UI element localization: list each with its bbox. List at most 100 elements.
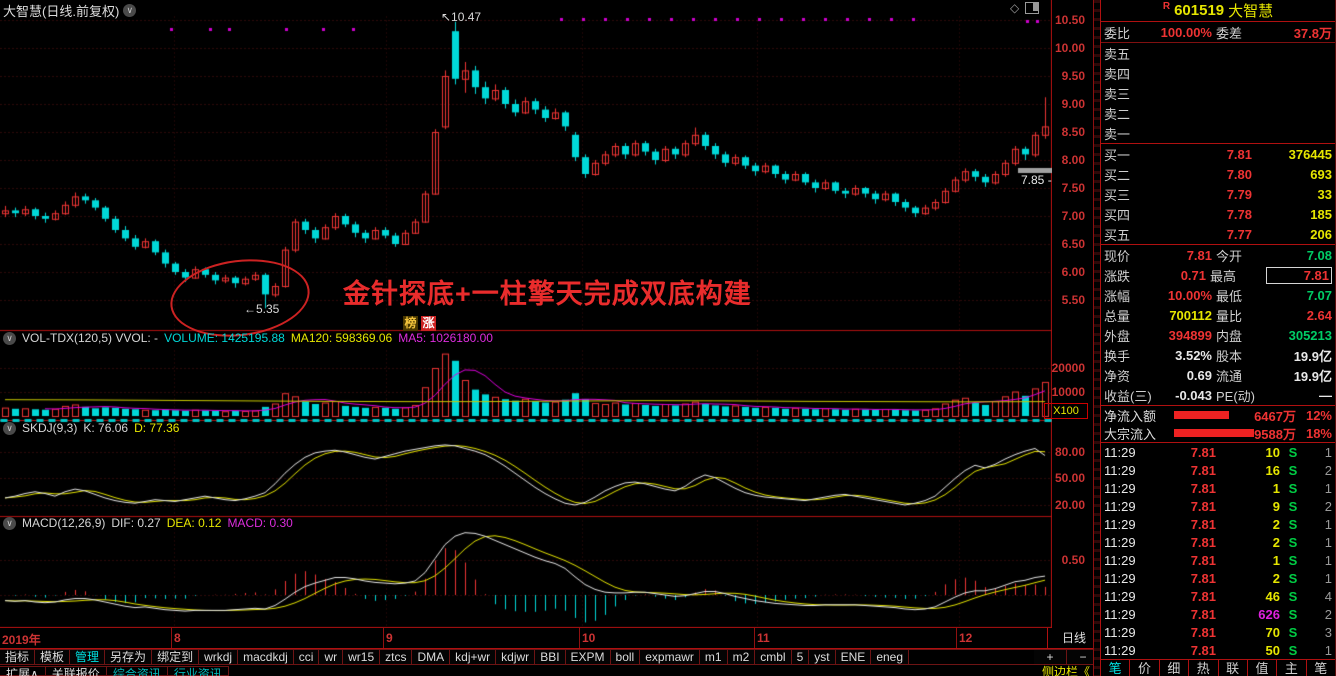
stat-label: 涨幅 (1104, 288, 1131, 304)
stat-value: 10.00% (1167, 287, 1212, 303)
tick-row[interactable]: 11:29 7.81 46 S 4 (1101, 587, 1335, 605)
quote-tab[interactable]: 热 (1189, 660, 1219, 676)
tick-count: 1 (1324, 516, 1332, 532)
tick-row[interactable]: 11:29 7.81 626 S 2 (1101, 605, 1335, 623)
indicator-button[interactable]: eneg (871, 649, 910, 665)
tick-row[interactable]: 11:29 7.81 1 S 1 (1101, 551, 1335, 569)
quote-tab[interactable]: 笔 (1101, 660, 1131, 676)
indicator-button[interactable]: cmbl (755, 649, 792, 665)
zoom-in-button[interactable]: + (1034, 649, 1067, 665)
buy-price: 7.78 (1226, 206, 1252, 222)
tick-row[interactable]: 11:29 7.81 16 S 2 (1101, 461, 1335, 479)
sell-row[interactable]: 卖三 (1101, 83, 1335, 103)
indicator-button[interactable]: ENE (835, 649, 872, 665)
price-chart-canvas[interactable] (0, 0, 1052, 628)
indicator-button[interactable]: 5 (791, 649, 810, 665)
buy-row[interactable]: 买二 7.80 693 (1101, 164, 1335, 184)
skdj-d-value: D: 77.36 (134, 421, 180, 435)
indicator-button[interactable]: boll (610, 649, 641, 665)
stat-value: 305213 (1288, 327, 1332, 343)
news-tag[interactable]: 涨 (421, 316, 436, 331)
price-axis: 10.50 10.00 9.50 9.00 8.50 8.00 7.50 7.00 6.50 6.… (1052, 0, 1093, 628)
finance-tag[interactable]: 财 (728, 316, 741, 330)
tick-row[interactable]: 11:29 7.81 70 S 3 (1101, 623, 1335, 641)
weibi-row: 委比 100.00% 委差 37.8万 (1101, 22, 1335, 43)
chevron-down-icon[interactable]: ∨ (3, 331, 16, 345)
tick-row[interactable]: 11:29 7.81 2 S 1 (1101, 569, 1335, 587)
quote-tab[interactable]: 主 (1277, 660, 1307, 676)
indicator-button[interactable]: wrkdj (199, 649, 239, 665)
tick-row[interactable]: 11:29 7.81 9 S 2 (1101, 497, 1335, 515)
indicator-button[interactable]: 另存为 (105, 649, 153, 665)
stat-row: 涨跌 0.71 最高 7.81 (1101, 265, 1335, 285)
secondary-tab[interactable]: 扩展∧ (0, 666, 46, 676)
tick-row[interactable]: 11:29 7.81 10 S 1 (1101, 443, 1335, 461)
indicator-button[interactable]: m1 (699, 649, 728, 665)
indicator-button[interactable]: 绑定到 (152, 649, 200, 665)
secondary-tab[interactable]: 关联报价 (45, 666, 107, 676)
indicator-button[interactable]: kdjwr (496, 649, 536, 665)
sell-level-label: 卖一 (1104, 126, 1131, 142)
chevron-down-icon[interactable]: ∨ (3, 516, 16, 530)
tick-volume: 1 (1272, 552, 1280, 568)
indicator-button[interactable]: BBI (535, 649, 566, 665)
buy-volume: 206 (1310, 226, 1332, 242)
secondary-tab[interactable]: 行业资讯 (167, 666, 229, 676)
buy-row[interactable]: 买三 7.79 33 (1101, 184, 1335, 204)
axis-tick (383, 628, 384, 648)
quote-tab[interactable]: 细 (1160, 660, 1190, 676)
quote-tab[interactable]: 值 (1248, 660, 1278, 676)
stat-label: 今开 (1216, 248, 1243, 264)
chevron-down-icon[interactable]: ∨ (3, 421, 16, 435)
window-icon[interactable] (1025, 2, 1040, 14)
buy-row[interactable]: 买一 7.81 376445 (1101, 144, 1335, 164)
volume-axis-label: 10000 (1051, 385, 1085, 399)
tick-row[interactable]: 11:29 7.81 2 S 1 (1101, 515, 1335, 533)
buy-row[interactable]: 买四 7.78 185 (1101, 204, 1335, 224)
sidebar-toggle[interactable]: 侧边栏《 (1042, 665, 1091, 676)
indicator-button[interactable]: wr (319, 649, 344, 665)
stat-value: 394899 (1168, 327, 1212, 343)
period-selector[interactable]: 日线 (1047, 628, 1100, 648)
quote-tab[interactable]: 价 (1130, 660, 1160, 676)
macd-axis-label: 0.50 (1061, 553, 1085, 567)
indicator-button[interactable]: DMA (412, 649, 451, 665)
stat-row: 总量 700112 量比 2.64 (1101, 305, 1335, 325)
buy-price: 7.81 (1226, 146, 1252, 162)
stats-block: 现价 7.81 今开 7.08 涨跌 0.71 最高 7.81 涨幅 10.00… (1101, 245, 1335, 405)
indicator-button[interactable]: ztcs (380, 649, 413, 665)
indicator-button[interactable]: wr15 (343, 649, 381, 665)
news-tag[interactable]: 榜 (403, 316, 418, 331)
sell-row[interactable]: 卖四 (1101, 63, 1335, 83)
buy-row[interactable]: 买五 7.77 206 (1101, 224, 1335, 244)
stat-label: 量比 (1216, 308, 1243, 324)
indicator-button[interactable]: m2 (727, 649, 756, 665)
chevron-down-icon[interactable]: ∨ (123, 4, 137, 17)
indicator-button[interactable]: 指标 (0, 649, 36, 665)
indicator-button[interactable]: macdkdj (238, 649, 294, 665)
sell-row[interactable]: 卖五 (1101, 43, 1335, 63)
volume-indicator-name: VOL-TDX(120,5) VVOL: - (22, 331, 159, 345)
diamond-icon[interactable]: ◇ (1010, 1, 1020, 15)
indicator-button[interactable]: 管理 (70, 649, 106, 665)
secondary-tab[interactable]: 综合资讯 (106, 666, 168, 676)
stat-value: 7.81 (1266, 266, 1332, 284)
tick-row[interactable]: 11:29 7.81 50 S 1 (1101, 641, 1335, 659)
stat-value: 0.71 (1180, 267, 1206, 283)
indicator-button[interactable]: cci (293, 649, 320, 665)
panel-divider-strip[interactable] (1093, 0, 1101, 676)
weibi-label: 委比 (1104, 25, 1131, 41)
tick-row[interactable]: 11:29 7.81 2 S 1 (1101, 533, 1335, 551)
tick-row[interactable]: 11:29 7.81 1 S 1 (1101, 479, 1335, 497)
indicator-button[interactable]: expmawr (640, 649, 700, 665)
indicator-button[interactable]: kdj+wr (450, 649, 497, 665)
indicator-button[interactable]: yst (809, 649, 836, 665)
date-axis-label: 2019年 (2, 633, 41, 647)
tick-side: S (1288, 444, 1298, 460)
indicator-button[interactable]: EXPM (565, 649, 611, 665)
sell-row[interactable]: 卖一 (1101, 123, 1335, 143)
sell-row[interactable]: 卖二 (1101, 103, 1335, 123)
indicator-button[interactable]: 模板 (35, 649, 71, 665)
quote-tab[interactable]: 联 (1219, 660, 1248, 676)
quote-tab[interactable]: 笔 (1314, 661, 1328, 676)
